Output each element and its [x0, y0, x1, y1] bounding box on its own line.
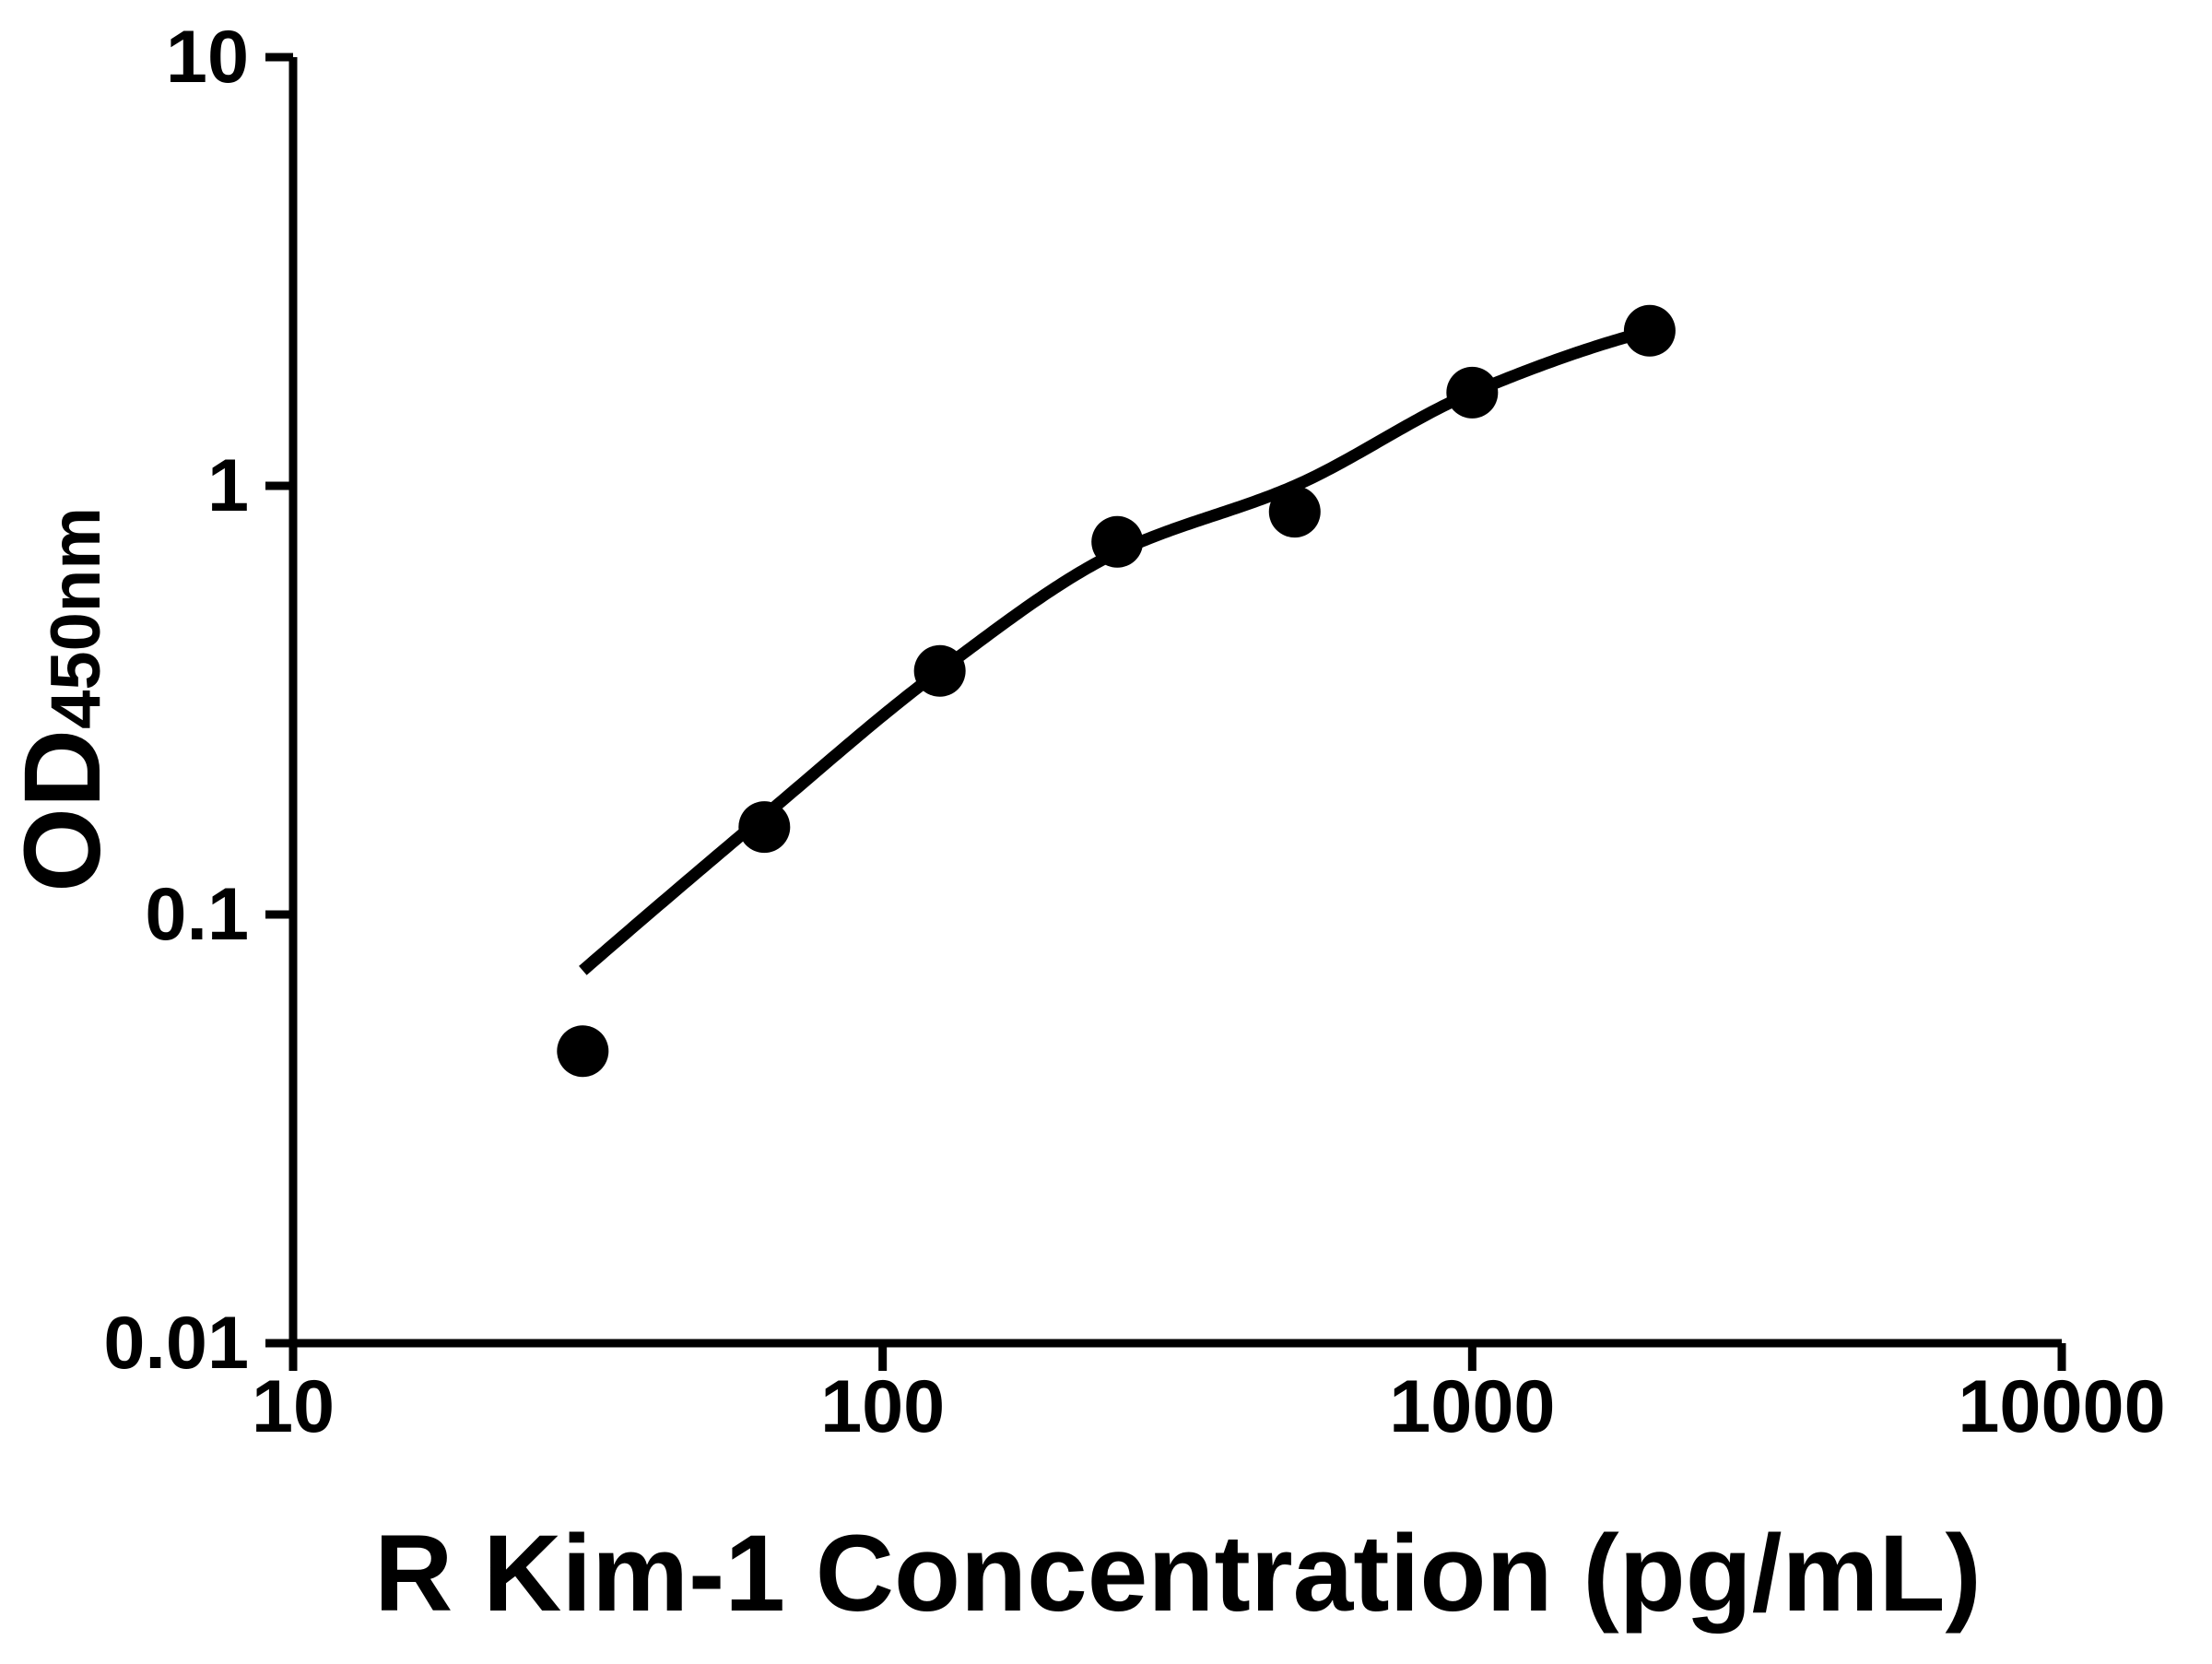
svg-text:0.01: 0.01 — [103, 1302, 249, 1385]
svg-text:1: 1 — [207, 444, 249, 527]
svg-text:0.1: 0.1 — [145, 873, 249, 956]
svg-text:R Kim-1 Concentration (pg/mL): R Kim-1 Concentration (pg/mL) — [374, 1513, 1982, 1634]
svg-text:10: 10 — [166, 16, 249, 99]
svg-text:10000: 10000 — [1958, 1365, 2165, 1448]
svg-text:100: 100 — [820, 1365, 945, 1448]
svg-text:1000: 1000 — [1389, 1365, 1555, 1448]
svg-text:10: 10 — [252, 1365, 335, 1448]
